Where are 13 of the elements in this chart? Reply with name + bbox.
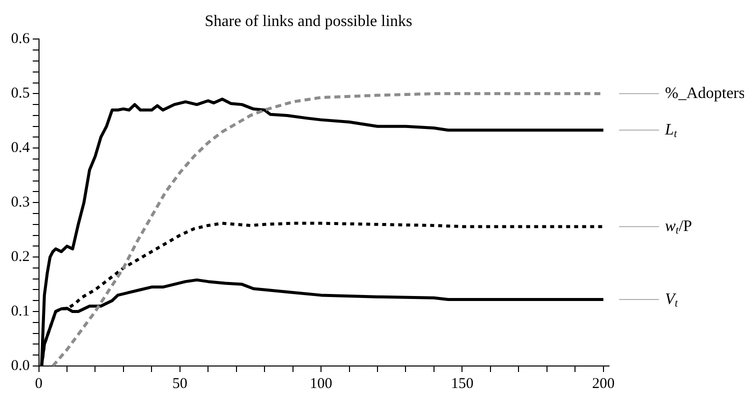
y-tick-label: 0.1 (11, 303, 30, 320)
x-tick-label: 100 (310, 376, 332, 392)
y-tick-label: 0.4 (11, 140, 30, 156)
y-tick-label: 0.2 (11, 249, 30, 266)
x-tick-label: 50 (172, 376, 188, 392)
y-tick-label: 0.3 (11, 194, 30, 211)
x-tick-label: 200 (592, 376, 615, 392)
chart-title: Share of links and possible links (204, 12, 412, 30)
x-tick-label: 0 (35, 376, 42, 392)
y-tick-label: 0.0 (11, 358, 30, 374)
y-tick-label: 0.6 (11, 31, 30, 48)
x-tick-label: 150 (450, 376, 474, 392)
y-tick-label: 0.5 (11, 86, 30, 102)
